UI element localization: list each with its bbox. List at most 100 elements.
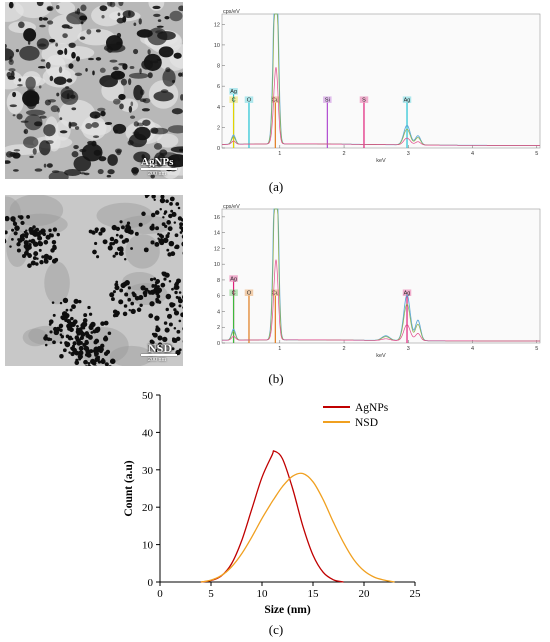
tem-particle [11,228,15,232]
tem-particle [168,213,173,219]
tem-particle [20,220,25,226]
tem-particle [130,247,133,250]
tem-particle [24,232,29,237]
tem-particle [115,233,119,237]
tem-bright-region [119,98,139,113]
tem-particle [85,67,88,72]
tem-particle [170,146,183,153]
tem-particle [65,342,70,347]
tem-particle [53,326,58,332]
tem-particle [163,321,168,325]
tem-particle [13,169,19,172]
x-axis-label: Size (nm) [264,604,310,616]
tem-particle [47,99,57,103]
tem-dark-region [22,328,48,347]
tem-particle [118,250,124,256]
tem-particle [150,127,159,134]
tem-particle [49,330,53,334]
eds-y-tick-label: 14 [214,231,220,237]
tem-particle [56,232,60,237]
tem-dark-region [122,272,157,291]
tem-particle [92,249,97,255]
tem-particle [15,49,20,53]
tem-particle [40,59,46,62]
eds-element-tag [323,96,332,103]
tem-particle [23,130,27,134]
tem-particle [113,98,121,105]
tem-particle [182,327,183,331]
tem-particle [82,342,87,348]
tem-particle [43,259,49,264]
tem-particle [104,121,113,125]
tem-particle [32,256,37,260]
tem-particle [16,242,21,247]
eds-element-tag [229,275,238,282]
tem-particle [13,149,21,152]
tem-particle [41,255,45,259]
tem-particle [52,340,56,345]
tem-particle [87,57,95,61]
tem-particle [51,170,60,173]
tem-particle [140,285,146,291]
tem-particle [129,65,135,69]
tem-bright-region [55,2,76,15]
eds-x-tick-label: 1 [278,151,281,157]
tem-particle [133,22,137,26]
tem-particle [151,284,155,288]
eds-x-tick-label: 4 [471,346,474,352]
eds-x-axis-label: keV [376,353,386,359]
tem-particle [35,243,39,247]
tem-particle [147,290,150,293]
tem-particle [159,197,166,204]
tem-particle [43,163,47,168]
tem-particle [149,339,154,344]
tem-particle [44,343,48,347]
tem-particle [156,288,162,294]
tem-particle [27,88,36,92]
tem-particle [181,295,183,300]
y-axis-label: Count (a.u) [123,460,135,516]
y-tick-label: 40 [142,427,154,439]
tem-particle [106,174,112,178]
tem-particle [61,24,70,29]
tem-particle [172,337,175,341]
tem-dark-region [125,234,160,269]
tem-particle [44,334,48,338]
tem-particle [47,20,54,25]
tem-particle [72,341,77,346]
eds-element-label: Cu [272,291,279,297]
tem-particle [19,215,24,220]
tem-background [5,195,183,366]
eds-y-tick-label: 4 [217,309,220,315]
tem-particle [139,68,142,75]
tem-particle [103,320,109,326]
tem-particle [173,221,177,224]
tem-particle [120,78,127,86]
tem-particle [155,298,160,304]
tem-particle [38,248,42,252]
tem-particle [152,60,159,64]
tem-particle [134,231,139,236]
tem-particle [52,313,56,317]
tem-particle [76,339,81,344]
tem-particle [74,360,80,366]
tem-particle [27,40,31,45]
tem-particle [64,169,82,177]
eds-x-tick-label: 3 [407,151,410,157]
tem-bright-region [91,4,124,27]
tem-particle [89,323,92,327]
tem-particle [58,66,63,74]
tem-particle [40,230,45,235]
tem-particle [158,233,163,238]
tem-particle [181,241,183,247]
tem-particle [74,10,78,14]
tem-particle [59,301,63,305]
tem-particle [180,312,183,317]
tem-particle [154,283,158,288]
tem-particle [141,59,153,70]
tem-particle [25,109,46,116]
tem-particle [27,263,32,268]
tem-particle [88,312,93,316]
tem-particle [59,117,63,121]
tem-particle [28,243,32,247]
